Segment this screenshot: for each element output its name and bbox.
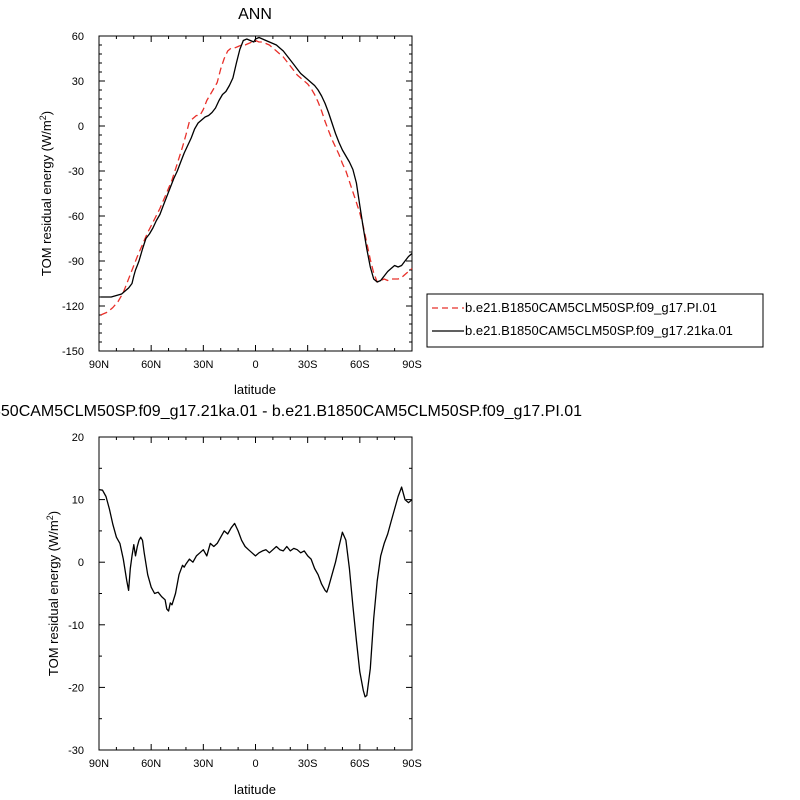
top-series-line-0 [100,39,413,316]
top-x-axis-title: latitude [234,382,276,397]
bottom-x-tick-label: 0 [252,758,258,770]
top-y-axis-title: TOM residual energy (W/m2) [38,111,54,276]
bottom-plot-series [98,486,413,698]
top-y-tick-label: -90 [68,256,84,268]
top-y-tick-label: -60 [68,211,84,223]
top-y-tick-label: 0 [78,121,84,133]
bottom-x-tick-label: 90S [402,758,422,770]
top-x-tick-label: 60S [350,359,370,371]
bottom-x-tick-label: 60N [141,758,161,770]
bottom-x-axis-title: latitude [234,782,276,797]
top-y-tick-label: -150 [62,346,84,358]
top-x-tick-label: 30N [193,359,213,371]
top-plot-frame [98,35,413,352]
bottom-y-tick-label: 0 [78,557,84,569]
top-x-tick-label: 0 [252,359,258,371]
top-x-tick-label: 90S [402,359,422,371]
bottom-plot-frame [98,436,413,751]
top-y-tick-label: -30 [68,166,84,178]
top-plot-series [100,36,413,316]
bottom-plot: b.e21.B1850CAM5CLM50SP.f09_g17.21ka.01 -… [0,403,582,797]
top-series-line-1 [100,36,413,298]
legend-label-21ka: b.e21.B1850CAM5CLM50SP.f09_g17.21ka.01 [465,323,733,338]
top-y-tick-label: -120 [62,301,84,313]
legend-label-pi: b.e21.B1850CAM5CLM50SP.f09_g17.PI.01 [465,300,717,315]
top-plot-title: ANN [238,6,272,23]
top-x-axis: 90N 60N 30N 0 30S 60S 90S [89,36,422,371]
bottom-y-tick-label: -10 [68,620,84,632]
bottom-series-line-0 [98,486,413,698]
top-y-tick-label: 30 [72,76,84,88]
top-x-tick-label: 30S [298,359,318,371]
top-plot: ANN 90N 60N 30N 0 30S 60S 90S 60 30 0 -30 -60 -90 -1… [38,6,422,397]
bottom-plot-title: b.e21.B1850CAM5CLM50SP.f09_g17.21ka.01 -… [0,403,582,420]
top-x-tick-label: 90N [89,359,109,371]
bottom-x-axis: 90N 60N 30N 0 30S 60S 90S [89,437,422,770]
top-x-tick-label: 60N [141,359,161,371]
bottom-x-tick-label: 30N [193,758,213,770]
bottom-y-tick-label: 20 [72,432,84,444]
bottom-y-axis: 20 10 0 -10 -20 -30 [68,432,412,757]
bottom-y-tick-label: 10 [72,495,84,507]
top-y-tick-label: 60 [72,31,84,43]
bottom-y-axis-title: TOM residual energy (W/m2) [45,511,61,676]
bottom-x-tick-label: 30S [298,758,318,770]
bottom-y-tick-label: -20 [68,682,84,694]
legend: b.e21.B1850CAM5CLM50SP.f09_g17.PI.01 b.e… [426,293,764,348]
bottom-y-tick-label: -30 [68,745,84,757]
bottom-x-tick-label: 60S [350,758,370,770]
legend-box [426,293,764,348]
top-y-axis: 60 30 0 -30 -60 -90 -120 -150 [62,31,412,358]
bottom-x-tick-label: 90N [89,758,109,770]
